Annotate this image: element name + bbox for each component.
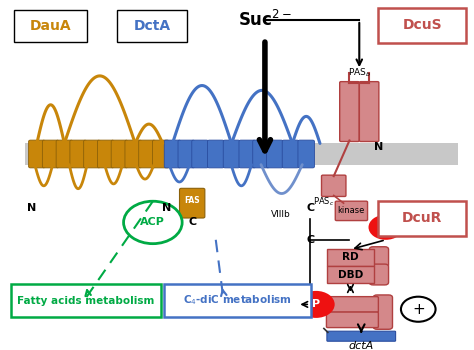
Text: dctA: dctA — [348, 341, 374, 350]
FancyBboxPatch shape — [98, 140, 114, 168]
FancyBboxPatch shape — [192, 140, 208, 168]
FancyBboxPatch shape — [153, 140, 169, 168]
Circle shape — [124, 201, 182, 244]
FancyBboxPatch shape — [340, 82, 359, 141]
Text: kinase: kinase — [338, 206, 365, 215]
FancyBboxPatch shape — [369, 247, 389, 267]
FancyBboxPatch shape — [373, 295, 392, 329]
FancyBboxPatch shape — [359, 82, 379, 141]
Text: P: P — [382, 222, 390, 232]
Text: N: N — [374, 142, 383, 152]
Text: PAS$_b$: PAS$_b$ — [348, 66, 371, 79]
FancyBboxPatch shape — [327, 297, 378, 312]
FancyBboxPatch shape — [369, 264, 389, 285]
Text: C: C — [306, 203, 314, 213]
Text: Suc$^{2-}$: Suc$^{2-}$ — [238, 10, 292, 30]
FancyBboxPatch shape — [223, 140, 240, 168]
Bar — [25, 144, 457, 164]
FancyBboxPatch shape — [164, 285, 311, 317]
Circle shape — [401, 297, 436, 322]
FancyBboxPatch shape — [208, 140, 224, 168]
Text: Fatty acids metabolism: Fatty acids metabolism — [18, 295, 155, 306]
Circle shape — [297, 291, 335, 318]
Text: RD: RD — [342, 252, 359, 262]
FancyBboxPatch shape — [327, 331, 396, 341]
Text: FAS: FAS — [184, 196, 200, 205]
Text: N: N — [162, 203, 171, 213]
FancyBboxPatch shape — [164, 140, 181, 168]
FancyBboxPatch shape — [378, 8, 466, 43]
Text: VIIIb: VIIIb — [271, 210, 291, 219]
FancyBboxPatch shape — [335, 201, 367, 220]
FancyBboxPatch shape — [327, 312, 378, 328]
Text: DctA: DctA — [133, 19, 171, 33]
FancyBboxPatch shape — [282, 140, 299, 168]
Text: C: C — [306, 235, 314, 245]
FancyBboxPatch shape — [11, 285, 161, 317]
FancyBboxPatch shape — [28, 140, 45, 168]
Text: DauA: DauA — [30, 19, 72, 33]
Text: +: + — [412, 302, 425, 317]
Text: DcuR: DcuR — [402, 211, 442, 225]
Text: ACP: ACP — [140, 217, 165, 228]
Text: C$_4$-diC metabolism: C$_4$-diC metabolism — [183, 294, 292, 307]
Text: N: N — [27, 203, 36, 213]
Text: DcuS: DcuS — [402, 18, 442, 32]
Text: DBD: DBD — [338, 270, 363, 280]
FancyBboxPatch shape — [139, 140, 155, 168]
FancyBboxPatch shape — [180, 188, 205, 218]
FancyBboxPatch shape — [14, 10, 87, 42]
FancyBboxPatch shape — [42, 140, 59, 168]
FancyBboxPatch shape — [117, 10, 187, 42]
FancyBboxPatch shape — [327, 266, 374, 283]
FancyBboxPatch shape — [70, 140, 86, 168]
Text: C: C — [188, 217, 196, 228]
FancyBboxPatch shape — [111, 140, 128, 168]
FancyBboxPatch shape — [321, 175, 346, 196]
FancyBboxPatch shape — [298, 140, 314, 168]
Text: P: P — [312, 299, 320, 309]
Circle shape — [368, 215, 403, 240]
FancyBboxPatch shape — [253, 140, 269, 168]
FancyBboxPatch shape — [56, 140, 73, 168]
FancyBboxPatch shape — [266, 140, 283, 168]
FancyBboxPatch shape — [125, 140, 141, 168]
FancyBboxPatch shape — [239, 140, 255, 168]
FancyBboxPatch shape — [327, 249, 374, 266]
FancyBboxPatch shape — [378, 201, 466, 236]
FancyBboxPatch shape — [84, 140, 100, 168]
Text: PAS$_c$: PAS$_c$ — [313, 195, 335, 208]
FancyBboxPatch shape — [178, 140, 194, 168]
